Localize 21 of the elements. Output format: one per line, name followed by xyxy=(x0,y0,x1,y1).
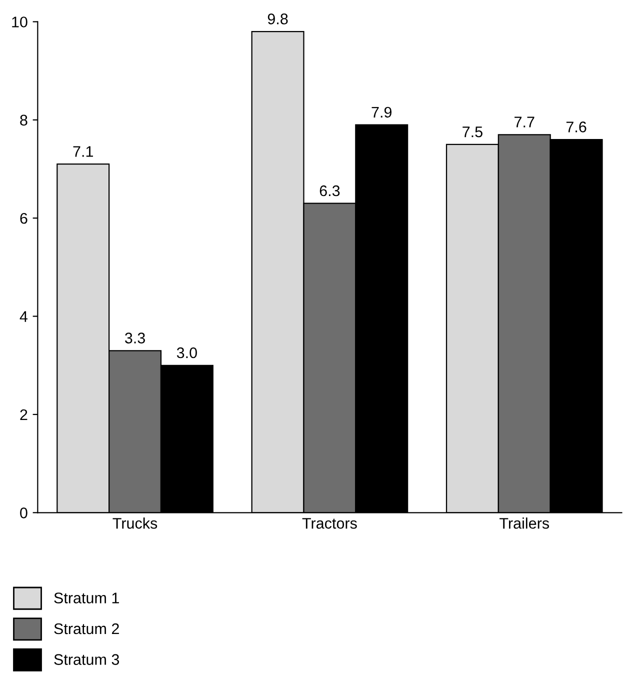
y-tick-label: 2 xyxy=(20,409,28,420)
data-label: 7.6 xyxy=(566,122,586,132)
y-tick-label: 0 xyxy=(20,508,28,518)
legend-label: Stratum 1 xyxy=(54,592,119,604)
data-label: 9.8 xyxy=(268,14,288,24)
data-label: 7.5 xyxy=(462,126,482,138)
y-tick-label: 10 xyxy=(12,16,28,28)
y-tick-label: 4 xyxy=(20,311,28,322)
legend-label: Stratum 3 xyxy=(54,654,120,665)
y-tick-label: 6 xyxy=(20,212,28,224)
data-label: 3.0 xyxy=(176,347,197,358)
x-tick-label: Trailers xyxy=(500,518,550,529)
x-tick-label: Tractors xyxy=(302,518,357,529)
legend-label: Stratum 2 xyxy=(54,623,119,634)
data-label: 7.9 xyxy=(372,106,392,118)
data-label: 3.3 xyxy=(124,332,145,344)
data-label: 6.3 xyxy=(320,185,340,196)
data-label: 7.1 xyxy=(73,146,93,157)
data-label: 7.7 xyxy=(514,116,534,128)
y-tick-label: 8 xyxy=(20,114,28,126)
x-tick-label: Trucks xyxy=(112,518,158,529)
